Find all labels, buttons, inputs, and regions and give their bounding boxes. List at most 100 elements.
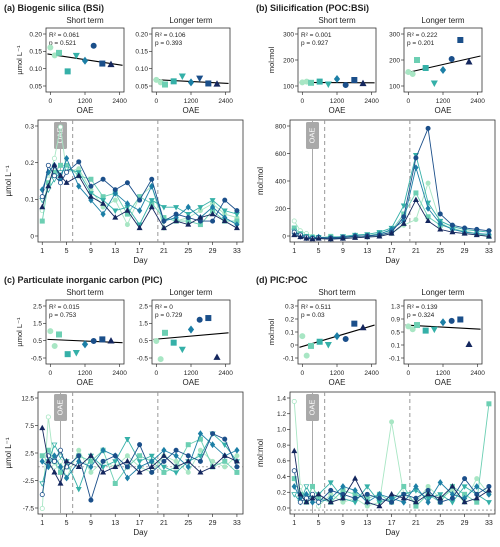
panel-d-ts-series-point xyxy=(309,498,316,506)
panel-b-ts-oae-box xyxy=(306,122,320,149)
panel-a-ts-series-point xyxy=(137,197,143,203)
panel-d-ts-series-point xyxy=(315,490,322,497)
panel-b-long-point xyxy=(448,56,455,63)
panel-b-short-point xyxy=(333,74,341,84)
panel-c-ts-series-point xyxy=(148,463,155,469)
panel-a-short-point xyxy=(107,60,115,68)
panel-d-ts-oae-label: OAE xyxy=(307,400,316,416)
panel-a-long-pval: p = 0.393 xyxy=(155,40,183,47)
panel-c-ts-series-point xyxy=(209,463,216,469)
panel-c-ts-series-point xyxy=(234,469,240,475)
panel-a-ts-series-point xyxy=(221,208,228,214)
panel-d-short-xlabel: OAE xyxy=(329,378,346,387)
panel-a-long-ytick-label: 0.05 xyxy=(135,83,148,90)
panel-d-ts-xtick-label: 5 xyxy=(317,520,321,527)
panel-c-ts-series-point xyxy=(185,453,191,459)
panel-c-ts-series-point xyxy=(58,458,64,464)
panel-b-ts-series-point xyxy=(413,217,419,223)
panel-a-long-title: Longer term xyxy=(169,16,212,25)
panel-a-ts-series-point xyxy=(136,207,143,215)
panel-c-short-point xyxy=(47,328,54,335)
panel-c-short-point xyxy=(81,340,89,349)
panel-c-ts-xtick-label: 5 xyxy=(65,520,69,527)
panel-c-long-point xyxy=(205,315,212,322)
panel-a-ts-xtick-label: 29 xyxy=(209,248,217,255)
panel-c-ts-xtick-label: 1 xyxy=(40,520,44,527)
panel-c-ts-series-point xyxy=(149,469,155,475)
panel-a-short-r2: R² = 0.061 xyxy=(49,32,80,39)
panel-b-ts-series-line xyxy=(294,126,489,239)
panel-b-ts-series-point xyxy=(413,190,419,196)
panel-d-long-r2: R² = 0.139 xyxy=(407,304,438,311)
panel-d-ts-series-point xyxy=(339,494,346,501)
panel-d-long-ytick-label: 0.5 xyxy=(391,329,400,336)
panel-c-ts-series-point xyxy=(39,453,45,459)
panel-a-ts-series-point xyxy=(197,214,204,220)
panel-c: (c) Particulate inorganic carbon (PIC) Sh… xyxy=(4,275,244,537)
panel-b-long-point xyxy=(457,37,464,44)
panel-d-ts-series-point xyxy=(485,487,492,493)
panel-a-short-xtick-label: 2400 xyxy=(112,98,127,105)
panel-c-ts-series-point xyxy=(222,458,228,464)
panel-c-ts-series-point xyxy=(173,452,179,460)
panel-d-ts-series-point xyxy=(352,500,359,506)
panel-c-ts-series-point xyxy=(124,474,131,482)
panel-b-long-xtick-label: 0 xyxy=(407,98,411,105)
panel-d-short-r2: R² = 0.511 xyxy=(301,304,331,311)
panel-c-ts-series-point xyxy=(57,453,64,460)
panel-b-ts-series-point xyxy=(412,196,419,203)
panel-a-ts-series-point xyxy=(210,218,216,224)
panel-d-short-ylabel: mol:mol xyxy=(267,319,276,346)
panel-a-ts-series-point xyxy=(112,187,118,193)
panel-b-ts-series-point xyxy=(327,235,334,242)
panel-c-ts-series-point xyxy=(100,446,106,454)
panel-d-short-point xyxy=(303,352,310,359)
panel-c-ts-series-point xyxy=(57,463,64,471)
panel-a-ts-series-point xyxy=(185,215,191,221)
panel-a-long-xlabel: OAE xyxy=(183,106,200,115)
panel-d-long-xtick-label: 1200 xyxy=(436,370,451,377)
panel-a-ts-series-point xyxy=(100,200,107,206)
panel-d-ts-series-point xyxy=(364,484,371,490)
panel-c-ts-series-point xyxy=(136,459,143,465)
panel-d-long-ytick-label: 1.3 xyxy=(391,303,400,310)
panel-d-long-title: Longer term xyxy=(421,288,464,297)
panel-a-ts-ylabel: µmol L⁻¹ xyxy=(4,165,13,196)
panel-b-long-ytick-label: 100 xyxy=(389,83,400,90)
panel-b-ts-series-point xyxy=(352,234,359,240)
panel-c-long-ytick-label: 1.5 xyxy=(139,321,148,328)
panel-d-ts-series-point xyxy=(376,502,383,509)
panel-b-short-xlabel: OAE xyxy=(329,106,346,115)
panel-d-ts-series-point xyxy=(474,483,480,490)
panel-c-long-point xyxy=(187,325,195,334)
panel-a-ts-series-point xyxy=(88,183,94,189)
panel-c-ts-series-point xyxy=(51,442,58,449)
panel-b: (b) Silicification (POC:BSi) Short term 0 1… xyxy=(256,3,496,265)
panel-a-ts-series-point xyxy=(63,179,70,185)
panel-b-ts-series-point xyxy=(315,235,322,241)
panel-a-ts-series-point xyxy=(233,224,240,231)
panel-b-title: (b) Silicification (POC:BSi) xyxy=(256,3,369,13)
panel-b-ts-series-point xyxy=(400,220,407,226)
panel-d-short-ytick-label: 0.2 xyxy=(285,316,294,323)
panel-c-title: (c) Particulate inorganic carbon (PIC) xyxy=(4,275,163,285)
panel-b-short-ytick-label: 200 xyxy=(283,57,294,64)
panel-b-short-point xyxy=(342,82,349,89)
panel-a-short-pval: p = 0.521 xyxy=(49,40,77,47)
panel-b-short-point xyxy=(324,81,332,88)
panel-d-ts-xlabel: Day xyxy=(385,528,399,537)
panel-b-long-ytick-label: 300 xyxy=(389,31,400,38)
panel-c-short-xlabel: OAE xyxy=(77,378,94,387)
panel-c-ts-ylabel: µmol L⁻¹ xyxy=(4,437,13,468)
panel-a-ts-series-point xyxy=(75,172,82,178)
panel-c-long-r2: R² = 0 xyxy=(155,304,173,311)
panel-a-ts-series-point xyxy=(87,193,94,199)
panel-a-short-point xyxy=(99,60,106,67)
panel-d-ts-xtick-label: 13 xyxy=(363,520,371,527)
panel-a-ts-ytick-label: 0.2 xyxy=(25,160,34,167)
panel-d-ts-ytick-label: 1.4 xyxy=(277,395,286,402)
panel-d-ts-series-point xyxy=(474,499,480,505)
panel-d-long-point xyxy=(430,326,438,334)
panel-a-title: (a) Biogenic silica (BSi) xyxy=(4,3,104,13)
panel-b-ts-series-point xyxy=(486,228,492,234)
